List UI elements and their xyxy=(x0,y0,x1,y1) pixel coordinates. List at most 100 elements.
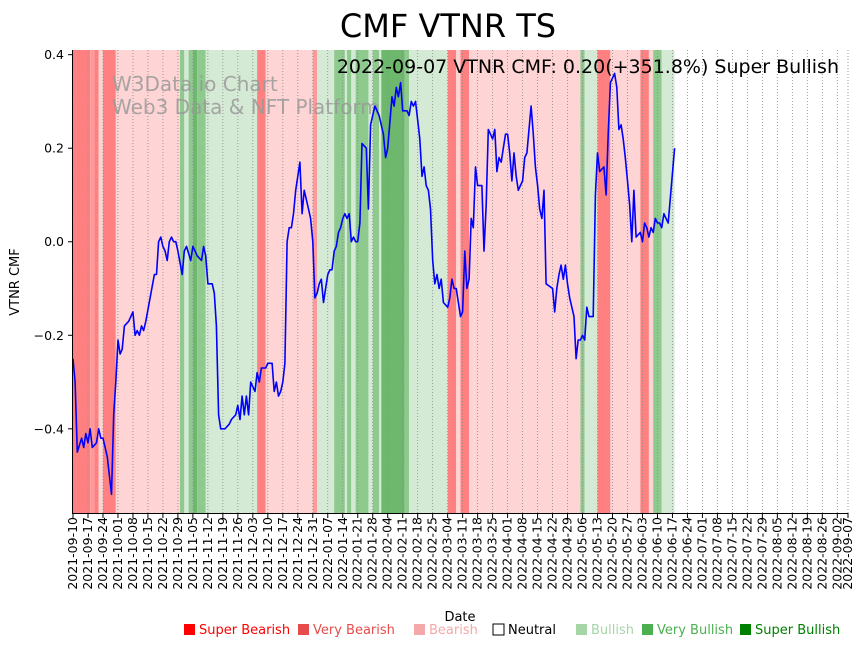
x-tick-label: 2021-09-24 xyxy=(95,517,110,590)
legend-label-super-bearish: Super Bearish xyxy=(199,623,290,638)
watermark-line-1: W3Data.io Chart xyxy=(112,72,278,96)
band-bullish xyxy=(351,50,356,513)
band-bearish xyxy=(265,50,313,513)
x-tick-label: 2021-10-22 xyxy=(155,517,170,590)
legend-label-very-bearish: Very Bearish xyxy=(313,623,395,638)
band-bearish xyxy=(648,50,654,513)
legend-swatch-super-bearish xyxy=(184,624,195,635)
x-tick-label: 2022-02-04 xyxy=(380,517,395,590)
chart-title: CMF VTNR TS xyxy=(340,7,556,45)
x-tick-label: 2022-02-18 xyxy=(410,517,425,590)
band-super-bearish xyxy=(94,50,99,513)
band-bullish xyxy=(368,50,373,513)
series-layer xyxy=(72,72,676,496)
band-super-bearish xyxy=(102,50,116,513)
band-very-bullish xyxy=(180,50,185,513)
x-tick-label: 2022-03-04 xyxy=(440,517,455,590)
band-very-bearish xyxy=(90,50,95,513)
x-tick-label: 2021-11-12 xyxy=(200,517,215,590)
x-tick-label: 2022-01-07 xyxy=(320,517,335,590)
band-very-bullish xyxy=(404,50,410,513)
y-ticks: 0.4 0.2 0.0 −0.2 −0.4 xyxy=(34,47,73,436)
x-tick-label: 2022-09-07 xyxy=(840,517,855,590)
legend-label-super-bullish: Super Bullish xyxy=(755,623,840,638)
x-tick-label: 2022-04-22 xyxy=(545,517,560,590)
x-tick-label: 2022-06-10 xyxy=(649,517,664,590)
x-tick-label: 2022-04-29 xyxy=(560,517,575,590)
x-tick-label: 2022-05-13 xyxy=(590,517,605,590)
band-very-bullish xyxy=(372,50,380,513)
x-tick-label: 2021-10-01 xyxy=(110,517,125,590)
x-axis-label: Date xyxy=(444,610,475,625)
band-bullish xyxy=(344,50,348,513)
legend-swatch-neutral xyxy=(492,623,505,636)
x-tick-label: 2021-11-26 xyxy=(230,517,245,590)
x-tick-label: 2022-07-08 xyxy=(709,517,724,590)
band-bullish xyxy=(317,50,335,513)
y-tick-label: 0.0 xyxy=(44,234,64,249)
x-ticks: 2021-09-10 2021-09-17 2021-09-24 2021-10-01… xyxy=(65,513,855,590)
y-tick-label: −0.2 xyxy=(34,328,64,343)
x-tick-label: 2021-10-08 xyxy=(125,517,140,590)
band-bearish xyxy=(469,50,581,513)
legend-swatch-bullish xyxy=(576,624,587,635)
legend-swatch-bearish xyxy=(414,624,425,635)
band-super-bullish xyxy=(381,50,405,513)
band-super-bearish xyxy=(257,50,266,513)
axes xyxy=(72,50,848,514)
x-tick-label: 2021-09-17 xyxy=(80,517,95,590)
x-tick-label: 2021-09-10 xyxy=(65,517,80,590)
x-tick-label: 2022-06-03 xyxy=(634,517,649,590)
series-line-vtnr-cmf xyxy=(72,72,676,496)
x-tick-label: 2022-04-01 xyxy=(500,517,515,590)
x-tick-label: 2022-04-08 xyxy=(515,517,530,590)
x-tick-label: 2022-01-21 xyxy=(350,517,365,590)
band-super-bearish xyxy=(640,50,649,513)
x-tick-label: 2022-03-11 xyxy=(455,517,470,590)
band-very-bullish xyxy=(334,50,345,513)
band-bullish xyxy=(584,50,598,513)
band-super-bearish xyxy=(73,50,91,513)
x-tick-label: 2022-03-25 xyxy=(485,517,500,590)
band-bearish xyxy=(456,50,461,513)
band-bullish xyxy=(379,50,382,513)
x-tick-label: 2022-09-02 xyxy=(829,517,844,590)
x-tick-label: 2022-08-12 xyxy=(784,517,799,590)
x-tick-label: 2021-10-29 xyxy=(170,517,185,590)
x-tick-label: 2021-12-17 xyxy=(275,517,290,590)
x-tick-label: 2021-12-10 xyxy=(260,517,275,590)
x-tick-label: 2022-05-27 xyxy=(619,517,634,590)
legend-swatch-very-bullish xyxy=(642,624,653,635)
x-tick-label: 2022-07-22 xyxy=(739,517,754,590)
band-bearish xyxy=(610,50,641,513)
x-tick-label: 2022-07-15 xyxy=(724,517,739,590)
band-bullish xyxy=(184,50,189,513)
x-tick-label: 2022-08-19 xyxy=(799,517,814,590)
legend-label-neutral: Neutral xyxy=(508,623,556,638)
band-bullish xyxy=(205,50,258,513)
x-tick-label: 2021-10-15 xyxy=(140,517,155,590)
x-tick-label: 2022-05-20 xyxy=(605,517,620,590)
y-tick-label: 0.4 xyxy=(44,47,64,62)
legend: Super Bearish Very Bearish Bearish Neutral B… xyxy=(184,623,840,638)
x-tick-label: 2021-11-19 xyxy=(215,517,230,590)
weekly-gridlines xyxy=(72,50,849,513)
y-tick-label: 0.2 xyxy=(44,141,64,156)
x-tick-label: 2021-12-31 xyxy=(305,517,320,590)
x-tick-label: 2022-07-01 xyxy=(694,517,709,590)
band-super-bearish xyxy=(460,50,470,513)
y-tick-label: −0.4 xyxy=(34,421,64,436)
band-super-bullish xyxy=(192,50,198,513)
x-tick-label: 2022-02-11 xyxy=(395,517,410,590)
watermark-line-2: Web3 Data & NFT Platform xyxy=(112,95,380,119)
band-very-bullish xyxy=(355,50,369,513)
x-tick-label: 2022-06-24 xyxy=(679,517,694,590)
x-tick-label: 2022-01-28 xyxy=(365,517,380,590)
legend-swatch-very-bearish xyxy=(298,624,309,635)
x-tick-label: 2022-04-15 xyxy=(530,517,545,590)
legend-label-bullish: Bullish xyxy=(591,623,634,638)
x-tick-label: 2022-03-18 xyxy=(470,517,485,590)
x-tick-label: 2021-12-03 xyxy=(245,517,260,590)
